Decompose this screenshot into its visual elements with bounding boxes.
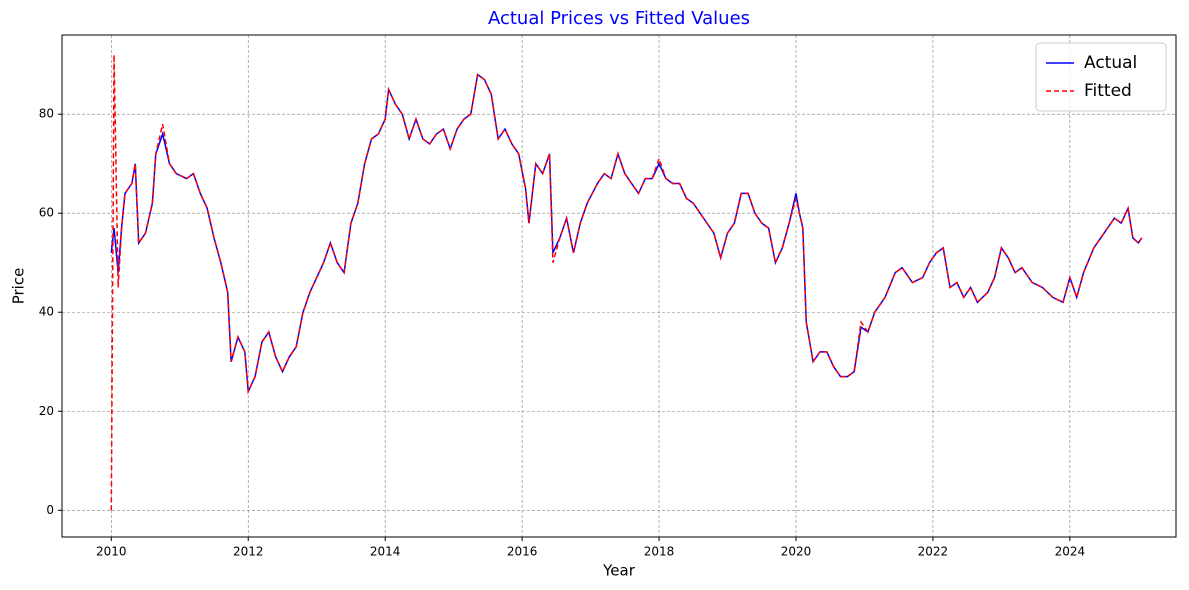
x-tick-label: 2022 (918, 545, 949, 559)
y-tick-label: 80 (39, 107, 54, 121)
x-tick-label: 2010 (96, 545, 127, 559)
series-line (110, 73, 1143, 395)
x-tick-label: 2018 (644, 545, 675, 559)
legend-label: Actual (1084, 53, 1137, 73)
legend: Actual Fitted (1035, 42, 1167, 112)
y-tick-label: 20 (39, 404, 54, 418)
series-line (110, 54, 1143, 511)
legend-label: Fitted (1084, 81, 1132, 101)
y-tick-label: 40 (39, 305, 54, 319)
y-tick-label: 0 (46, 503, 54, 517)
y-axis-label: Price (10, 268, 28, 305)
x-tick-label: 2016 (507, 545, 538, 559)
y-tick-label: 60 (39, 206, 54, 220)
x-tick-label: 2014 (370, 545, 401, 559)
x-tick-label: 2020 (781, 545, 812, 559)
x-tick-label: 2024 (1055, 545, 1086, 559)
legend-box (1035, 42, 1167, 112)
plot-frame (61, 34, 1177, 538)
x-axis-label: Year (602, 562, 636, 580)
x-tick-label: 2012 (233, 545, 264, 559)
chart-title: Actual Prices vs Fitted Values (488, 8, 750, 29)
